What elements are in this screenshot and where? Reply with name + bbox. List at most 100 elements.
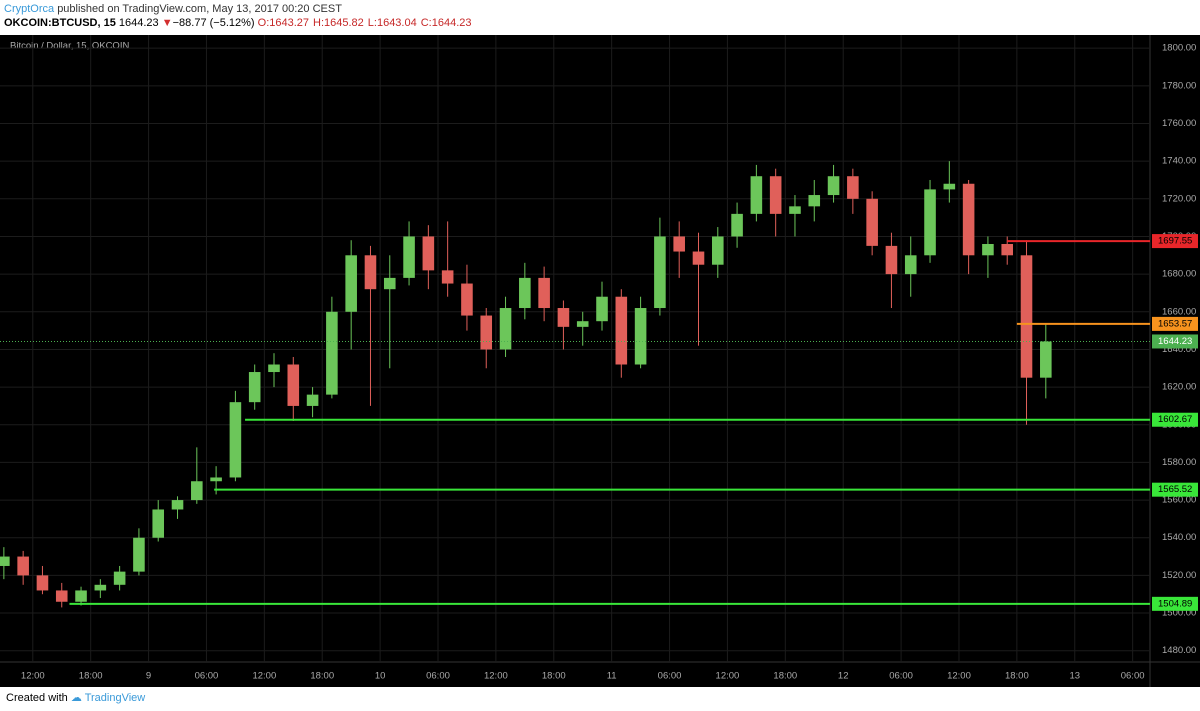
candle-body (191, 481, 203, 501)
candle-body (673, 236, 685, 252)
x-tick-label: 06:00 (889, 671, 913, 682)
y-tick-label: 1720.00 (1162, 193, 1196, 204)
candle-body (152, 509, 165, 538)
candle-body (769, 176, 782, 214)
candle-body (808, 195, 821, 207)
level-box (1152, 234, 1198, 249)
quote-line: OKCOIN:BTCUSD, 15 1644.23 ▼−88.77 (−5.12… (4, 16, 475, 30)
x-tick-label: 06:00 (658, 671, 682, 682)
level-label: 1602.67 (1158, 414, 1192, 425)
created: Created with (6, 692, 68, 704)
x-tick-label: 11 (607, 671, 617, 682)
brand[interactable]: ☁ TradingView (70, 692, 146, 704)
candle-body (17, 556, 29, 576)
candle-body (789, 206, 801, 214)
candle-body (731, 213, 743, 237)
candle-body (94, 584, 107, 591)
publish-line: CryptOrca published on TradingView.com, … (4, 2, 475, 16)
ohlc-item: L:1643.04 (367, 17, 417, 29)
level-box (1152, 482, 1198, 497)
candle-body (36, 575, 49, 591)
y-tick-label: 1500.00 (1162, 608, 1196, 619)
candle-body (480, 315, 493, 350)
x-tick-label: 06:00 (195, 671, 219, 682)
header: CryptOrca published on TradingView.com, … (4, 2, 475, 30)
candle-body (538, 277, 550, 309)
x-tick-label: 12:00 (716, 671, 740, 682)
x-tick-label: 06:00 (426, 671, 450, 682)
candle-body (962, 183, 975, 256)
level-label: 1653.57 (1158, 318, 1192, 329)
y-tick-label: 1680.00 (1162, 269, 1196, 280)
chart: Bitcoin / Dollar, 15, OKCOIN 1480.00 1500… (0, 35, 1200, 687)
candle-body (1001, 244, 1014, 256)
candle-body (364, 255, 377, 290)
chart-title: Bitcoin / Dollar, 15, OKCOIN (10, 41, 129, 52)
x-tick-label: 12:00 (947, 671, 971, 682)
y-tick-label: 1580.00 (1162, 457, 1196, 468)
candle-body (596, 296, 608, 322)
symbol: OKCOIN:BTCUSD, 15 (4, 17, 116, 29)
x-tick-label: 12 (838, 671, 849, 682)
y-tick-label: 1480.00 (1162, 645, 1196, 656)
candle-body (827, 176, 840, 196)
candle-body (461, 283, 473, 316)
candle-body (982, 244, 994, 256)
candle-body (519, 277, 531, 309)
y-tick-label: 1780.00 (1162, 80, 1196, 91)
candle-body (692, 251, 705, 265)
x-tick-label: 12:00 (252, 671, 276, 682)
candle-body (422, 236, 435, 271)
candle-body (75, 590, 87, 602)
candle-body (615, 296, 628, 365)
candle-body (441, 270, 454, 284)
candle-body (885, 245, 898, 275)
x-tick-label: 10 (375, 671, 386, 682)
x-tick-label: 18:00 (310, 671, 334, 682)
candle-body (55, 590, 68, 602)
candle-body (326, 311, 338, 395)
brand-name[interactable]: TradingView (84, 692, 146, 704)
candle-body (750, 176, 763, 214)
last-price-box (1152, 334, 1198, 349)
y-tick-label: 1640.00 (1162, 344, 1196, 355)
last: 1644.23 (118, 17, 159, 29)
ohlc: O:1643.27 H:1645.82 L:1643.04 C:1644.23 (258, 17, 476, 29)
candle-body (210, 477, 222, 482)
candle-body (0, 556, 10, 566)
candle-body (499, 308, 512, 350)
candle-body (133, 537, 145, 572)
candle-body (904, 255, 917, 275)
candle-body (229, 402, 242, 478)
candle-body (113, 571, 126, 585)
last-price-label: 1644.23 (1158, 336, 1192, 347)
level-label: 1697.55 (1158, 236, 1192, 247)
candle-body (1040, 341, 1052, 378)
candle-body (654, 236, 666, 309)
ohlc-item: H:1645.82 (313, 17, 364, 29)
candle-body (557, 308, 570, 327)
y-tick-label: 1740.00 (1162, 156, 1196, 167)
background (0, 35, 1200, 687)
candle-body (866, 198, 878, 246)
y-tick-label: 1620.00 (1162, 382, 1196, 393)
y-tick-label: 1520.00 (1162, 570, 1196, 581)
y-tick-label: 1760.00 (1162, 118, 1196, 129)
arrow: ▼ (161, 17, 173, 29)
x-tick-label: 18:00 (542, 671, 566, 682)
candle-body (943, 183, 956, 190)
ohlc-item: C:1644.23 (420, 17, 472, 29)
change: −88.77 (−5.12%) (172, 17, 255, 29)
y-tick-label: 1560.00 (1162, 495, 1196, 506)
y-tick-label: 1800.00 (1162, 43, 1196, 54)
y-tick-label: 1540.00 (1162, 532, 1196, 543)
x-tick-label: 9 (146, 671, 151, 682)
level-label: 1565.52 (1158, 484, 1192, 495)
ohlc-item: O:1643.27 (257, 17, 310, 29)
footer: Created with ☁ TradingView (6, 691, 145, 704)
candle-body (711, 236, 724, 265)
author[interactable]: CryptOrca (4, 3, 55, 15)
candle-body (268, 364, 280, 373)
x-tick-label: 13 (1069, 671, 1080, 682)
